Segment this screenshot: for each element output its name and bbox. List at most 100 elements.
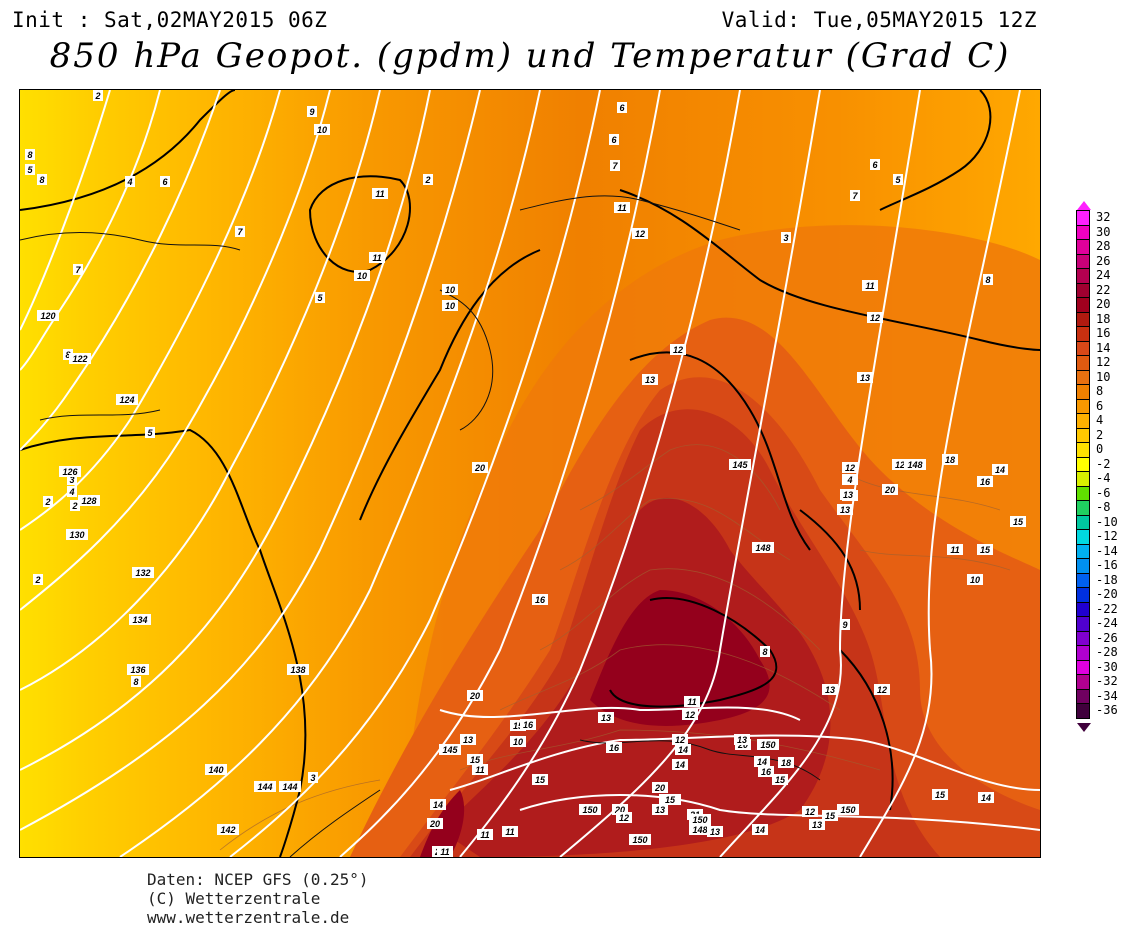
legend-label: 14	[1096, 340, 1111, 355]
legend-swatch	[1076, 587, 1090, 603]
map-value-label: 150	[837, 804, 859, 815]
map-value-text: 12	[619, 813, 629, 823]
map-value-label: 13	[857, 372, 873, 383]
map-value-label: 7	[850, 190, 860, 201]
map-value-text: 13	[601, 713, 611, 723]
map-value-text: 150	[692, 815, 707, 825]
map-value-text: 148	[692, 825, 707, 835]
map-value-label: 8	[983, 274, 993, 285]
map-value-label: 9	[840, 619, 850, 630]
map-value-label: 5	[893, 174, 903, 185]
legend-swatch	[1076, 572, 1090, 588]
map-value-text: 12	[870, 313, 880, 323]
map-value-text: 14	[433, 800, 443, 810]
map-value-text: 124	[119, 395, 134, 405]
legend-swatch	[1076, 500, 1090, 516]
legend-label: -32	[1096, 674, 1118, 688]
map-value-label: 2	[93, 90, 103, 101]
map-value-text: 2	[94, 91, 100, 101]
map-value-label: 140	[205, 764, 227, 775]
map-value-text: 4	[846, 475, 852, 485]
map-value-label: 132	[132, 567, 154, 578]
map-value-label: 12	[842, 462, 858, 473]
map-value-label: 10	[510, 736, 526, 747]
map-value-text: 14	[981, 793, 991, 803]
legend-label: -26	[1096, 630, 1118, 645]
map-value-text: 13	[812, 820, 822, 830]
map-value-label: 13	[652, 804, 668, 815]
credits: Daten: NCEP GFS (0.25°) (C) Wetterzentra…	[147, 870, 369, 927]
map-value-text: 15	[470, 755, 481, 765]
map-value-label: 6	[160, 176, 170, 187]
map-value-text: 13	[825, 685, 835, 695]
map-value-label: 16	[520, 719, 536, 730]
map-value-text: 14	[678, 745, 688, 755]
map-value-text: 18	[945, 455, 955, 465]
legend-label: -30	[1096, 659, 1118, 674]
map-value-text: 4	[68, 487, 74, 497]
map-value-text: 15	[825, 811, 836, 821]
map-value-text: 148	[755, 543, 770, 553]
map-value-label: 13	[460, 734, 476, 745]
legend-swatch	[1076, 413, 1090, 429]
credit-data: Daten: NCEP GFS (0.25°)	[147, 870, 369, 889]
map-value-label: 136	[127, 664, 149, 675]
map-value-text: 12	[877, 685, 887, 695]
legend-label: -22	[1096, 601, 1118, 616]
legend-swatch	[1076, 645, 1090, 661]
map-value-label: 13	[809, 819, 825, 830]
map-value-label: 12	[670, 344, 686, 355]
map-value-text: 136	[130, 665, 146, 675]
map-value-label: 18	[942, 454, 958, 465]
map-value-text: 15	[535, 775, 546, 785]
map-value-label: 20	[882, 484, 898, 495]
map-value-label: 11	[862, 280, 878, 291]
legend-label: -28	[1096, 645, 1118, 659]
map-value-text: 144	[257, 782, 272, 792]
legend-swatch	[1076, 630, 1090, 646]
map-value-text: 122	[72, 354, 87, 364]
legend-label: -4	[1096, 471, 1111, 485]
map-value-label: 11	[614, 202, 630, 213]
map-value-label: 128	[78, 495, 100, 506]
map-value-label: 13	[734, 734, 750, 745]
map-value-text: 7	[852, 191, 858, 201]
map-value-label: 150	[629, 834, 651, 845]
map-value-text: 142	[220, 825, 235, 835]
map-value-text: 14	[755, 825, 765, 835]
legend-swatch	[1076, 369, 1090, 385]
map-value-label: 15	[662, 794, 678, 805]
map-value-label: 148	[752, 542, 774, 553]
legend-swatch	[1076, 616, 1090, 632]
legend-label: 32	[1096, 210, 1111, 224]
map-value-label: 14	[754, 756, 770, 767]
map-value-label: 9	[307, 106, 317, 117]
legend-label: -10	[1096, 514, 1118, 529]
map-value-label: 15	[772, 774, 788, 785]
map-value-text: 14	[995, 465, 1005, 475]
map-value-label: 11	[684, 696, 700, 707]
map-value-text: 134	[132, 615, 147, 625]
map-value-text: 8	[133, 677, 138, 687]
map-value-label: 20	[467, 690, 483, 701]
map-value-text: 12	[675, 735, 685, 745]
legend-swatch	[1076, 703, 1090, 719]
map-value-label: 15	[510, 720, 526, 731]
map-value-label: 8	[131, 676, 141, 687]
map-value-text: 14	[757, 757, 767, 767]
map-value-text: 13	[860, 373, 870, 383]
map-value-label: 15	[532, 774, 548, 785]
map-value-label: 7	[73, 264, 83, 275]
legend-swatch	[1076, 485, 1090, 501]
map-value-text: 16	[523, 720, 534, 730]
map-value-label: 6	[609, 134, 619, 145]
credit-url: www.wetterzentrale.de	[147, 908, 350, 927]
map-value-label: 12	[874, 684, 890, 695]
map-value-text: 138	[290, 665, 305, 675]
legend-label: 4	[1096, 413, 1104, 427]
map-value-text: 15	[980, 545, 991, 555]
map-value-label: 138	[287, 664, 309, 675]
legend-label: -16	[1096, 558, 1118, 572]
legend-label: 8	[1096, 384, 1104, 398]
map-value-text: 3	[783, 233, 788, 243]
